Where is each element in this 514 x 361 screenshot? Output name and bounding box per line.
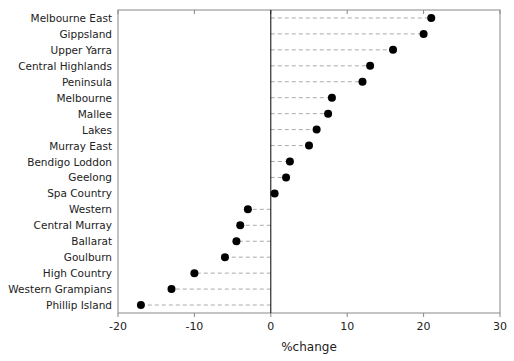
dot bbox=[420, 30, 428, 38]
category-label: High Country bbox=[43, 267, 112, 279]
stem bbox=[171, 289, 270, 290]
dot bbox=[232, 237, 240, 245]
category-label: Geelong bbox=[68, 171, 112, 183]
category-label: Upper Yarra bbox=[51, 44, 112, 56]
category-label: Mallee bbox=[78, 108, 112, 120]
dot bbox=[167, 285, 175, 293]
dot bbox=[236, 221, 244, 229]
x-tick bbox=[347, 313, 348, 317]
dot bbox=[313, 126, 321, 134]
stem bbox=[271, 113, 328, 114]
stem bbox=[236, 241, 270, 242]
x-tick-label: 20 bbox=[417, 320, 431, 333]
stem bbox=[271, 17, 431, 18]
stem bbox=[225, 257, 271, 258]
category-label: Peninsula bbox=[62, 76, 112, 88]
category-label: Central Murray bbox=[34, 219, 112, 231]
stem bbox=[271, 97, 332, 98]
dot bbox=[244, 205, 252, 213]
dot bbox=[328, 94, 336, 102]
category-label: Western bbox=[69, 203, 112, 215]
stem bbox=[194, 273, 270, 274]
dot bbox=[190, 269, 198, 277]
stem bbox=[271, 33, 424, 34]
dot bbox=[271, 189, 279, 197]
dot bbox=[366, 62, 374, 70]
category-label: Western Grampians bbox=[8, 283, 112, 295]
category-label: Lakes bbox=[82, 124, 112, 136]
x-tick-top bbox=[423, 10, 424, 14]
dot bbox=[286, 158, 294, 166]
x-tick-label: 30 bbox=[493, 320, 507, 333]
x-tick bbox=[118, 313, 119, 317]
dot bbox=[137, 301, 145, 309]
x-tick bbox=[500, 313, 501, 317]
zero-line bbox=[270, 10, 271, 313]
stem bbox=[271, 65, 370, 66]
category-label: Melbourne bbox=[57, 92, 112, 104]
x-tick-label: -10 bbox=[185, 320, 203, 333]
x-tick bbox=[270, 313, 271, 317]
category-label: Gippsland bbox=[59, 28, 112, 40]
category-label: Central Highlands bbox=[18, 60, 112, 72]
stem bbox=[271, 129, 317, 130]
x-tick-top bbox=[194, 10, 195, 14]
dot bbox=[324, 110, 332, 118]
stem bbox=[271, 145, 309, 146]
marks bbox=[137, 10, 435, 313]
stem bbox=[240, 225, 271, 226]
x-tick-label: -20 bbox=[109, 320, 127, 333]
category-label: Bendigo Loddon bbox=[27, 156, 112, 168]
dot bbox=[389, 46, 397, 54]
dot bbox=[221, 253, 229, 261]
x-tick bbox=[423, 313, 424, 317]
category-label: Melbourne East bbox=[31, 12, 112, 24]
x-tick-label: 0 bbox=[267, 320, 274, 333]
chart: -20 -10 0 10 20 30 %change Melbourne East Gippsl… bbox=[0, 0, 514, 361]
stem bbox=[141, 305, 271, 306]
x-tick-top bbox=[118, 10, 119, 14]
category-label: Phillip Island bbox=[46, 299, 112, 311]
x-tick bbox=[194, 313, 195, 317]
plot-frame bbox=[118, 10, 500, 313]
category-label: Spa Country bbox=[47, 187, 112, 199]
x-axis-label: %change bbox=[281, 340, 337, 354]
dot bbox=[305, 142, 313, 150]
stem bbox=[271, 49, 393, 50]
chart-container: -20 -10 0 10 20 30 %change Melbourne East Gippsl… bbox=[0, 0, 514, 361]
dot bbox=[358, 78, 366, 86]
category-label: Goulburn bbox=[64, 251, 112, 263]
dot bbox=[282, 173, 290, 181]
x-tick-label: 10 bbox=[340, 320, 354, 333]
dot bbox=[427, 14, 435, 22]
category-label: Ballarat bbox=[71, 235, 112, 247]
x-tick-top bbox=[347, 10, 348, 14]
x-tick-top bbox=[500, 10, 501, 14]
category-label: Murray East bbox=[49, 140, 112, 152]
stem bbox=[271, 81, 363, 82]
